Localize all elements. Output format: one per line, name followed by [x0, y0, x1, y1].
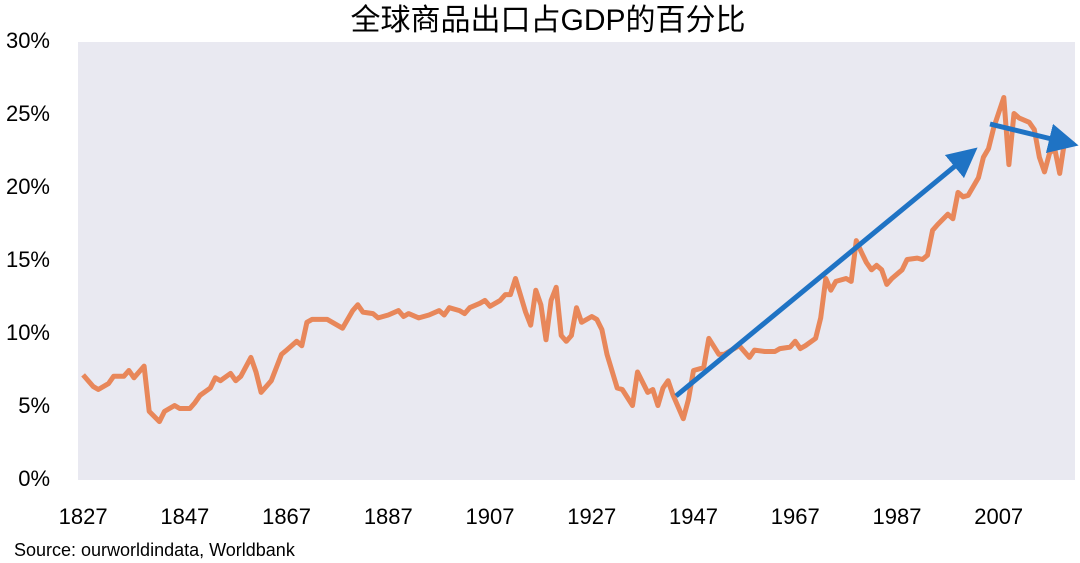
trend-arrow [674, 147, 978, 398]
y-tick-label: 15% [6, 247, 50, 272]
x-tick-label: 1987 [872, 504, 921, 529]
x-tick-label: 1947 [669, 504, 718, 529]
trend-arrow [989, 121, 1079, 154]
x-tick-label: 1847 [160, 504, 209, 529]
y-tick-label: 0% [18, 466, 50, 491]
source-note: Source: ourworldindata, Worldbank [14, 540, 296, 560]
data-line [81, 95, 1068, 425]
x-tick-label: 1967 [771, 504, 820, 529]
y-tick-label: 5% [18, 393, 50, 418]
x-tick-label: 1907 [466, 504, 515, 529]
chart-title: 全球商品出口占GDP的百分比 [350, 4, 745, 37]
y-tick-label: 10% [6, 320, 50, 345]
x-tick-label: 1927 [567, 504, 616, 529]
plot-area [78, 42, 1075, 480]
x-tick-label: 1827 [59, 504, 108, 529]
y-tick-label: 20% [6, 174, 50, 199]
x-tick-label: 1887 [364, 504, 413, 529]
y-tick-label: 30% [6, 28, 50, 53]
x-tick-label: 1867 [262, 504, 311, 529]
y-tick-label: 25% [6, 101, 50, 126]
x-tick-label: 2007 [974, 504, 1023, 529]
